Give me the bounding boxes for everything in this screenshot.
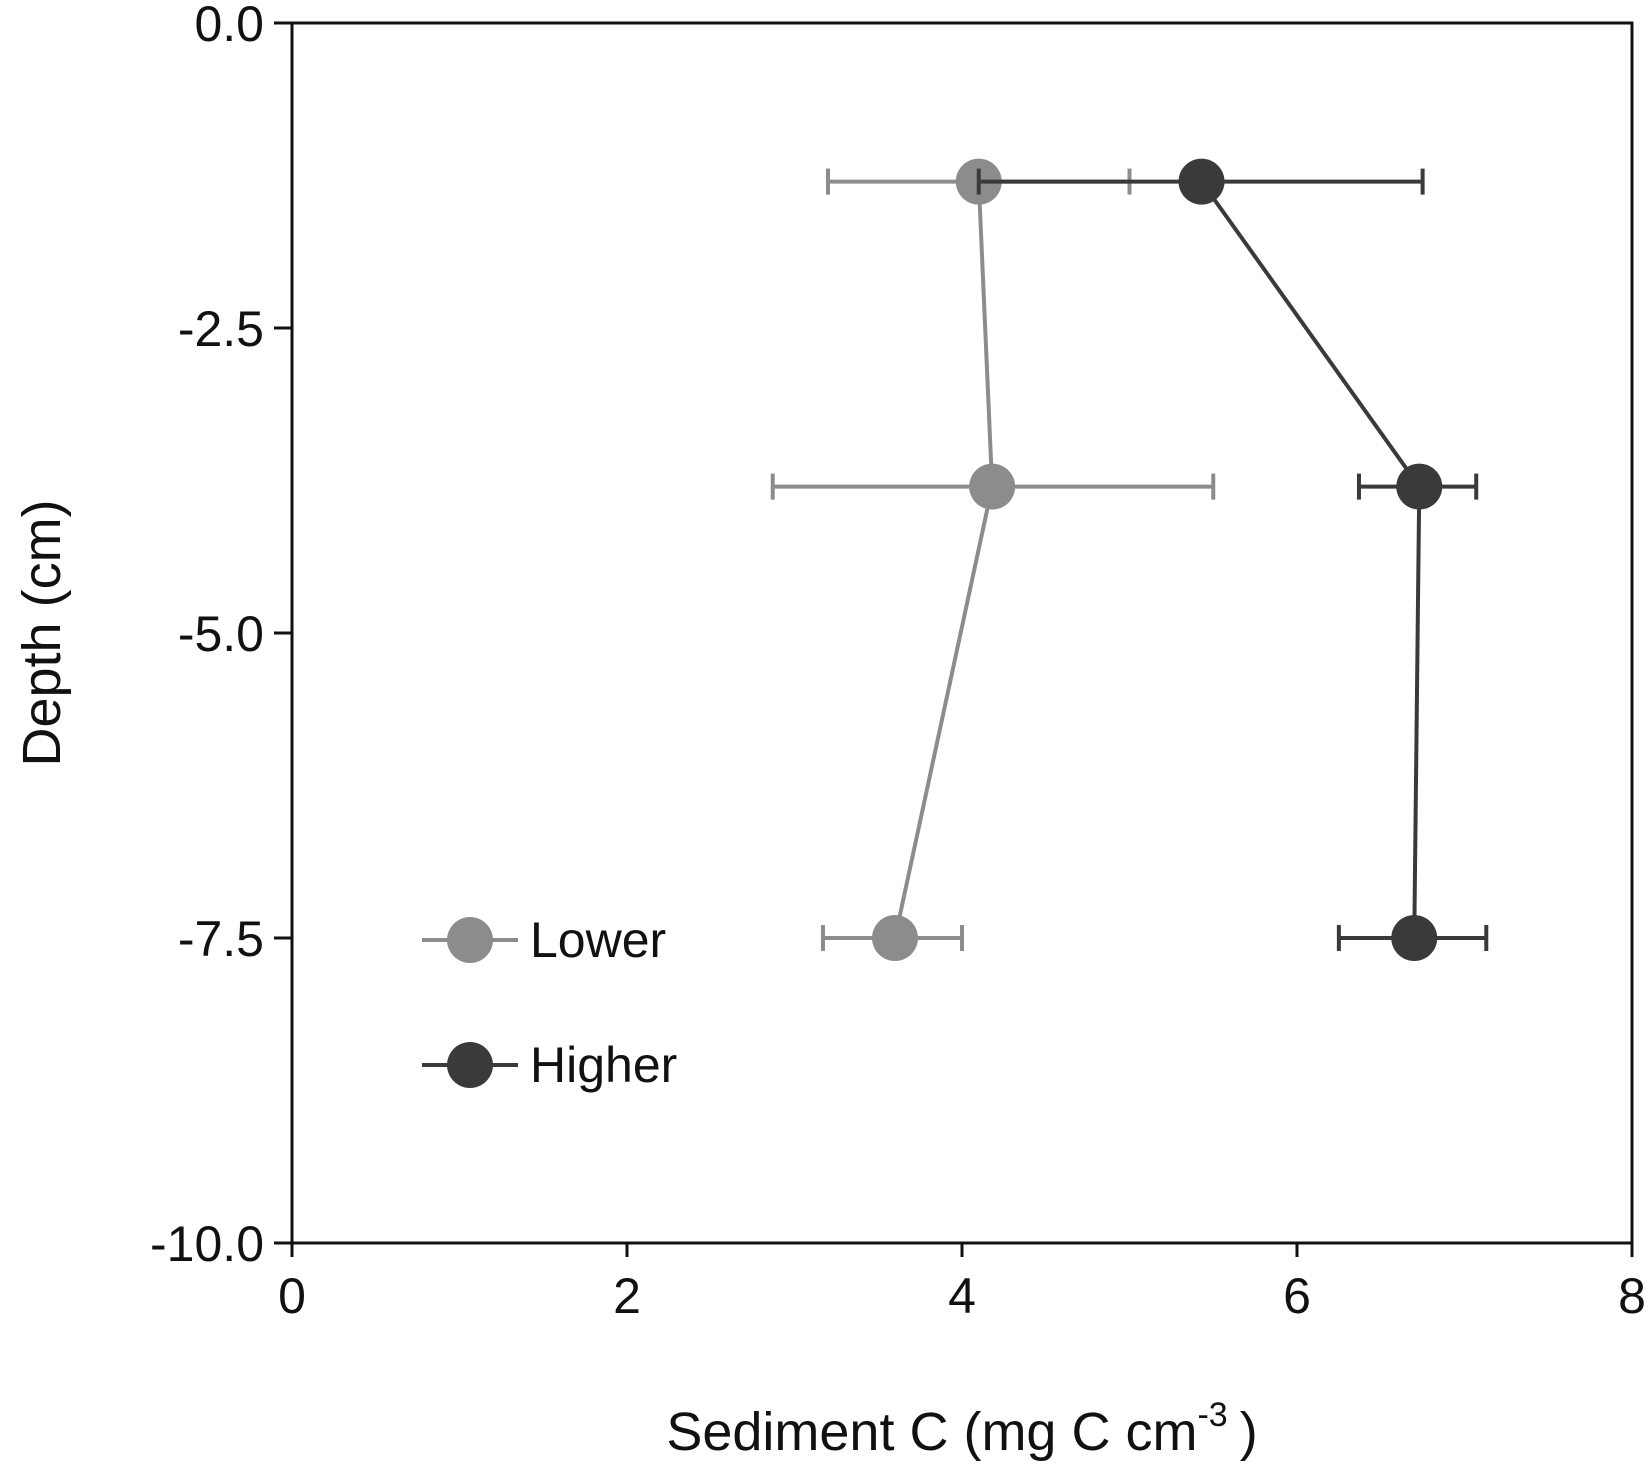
series-layer bbox=[770, 158, 1489, 961]
x-tick-label: 8 bbox=[1618, 1268, 1646, 1324]
y-tick-label: 0.0 bbox=[194, 0, 264, 52]
y-tick-label: -10.0 bbox=[150, 1216, 264, 1272]
y-axis-title: Depth (cm) bbox=[12, 499, 72, 766]
data-point bbox=[872, 915, 918, 961]
x-axis-title: Sediment C (mg C cm-3) bbox=[666, 1396, 1257, 1462]
series-line bbox=[893, 181, 995, 939]
x-tick-label: 4 bbox=[948, 1268, 976, 1324]
data-point bbox=[1396, 463, 1443, 510]
data-point bbox=[1391, 915, 1438, 961]
data-point bbox=[969, 463, 1016, 510]
legend: Lower Higher bbox=[422, 912, 677, 1093]
series-lower bbox=[770, 158, 1216, 961]
x-axis-title-main: Sediment C (mg C cm bbox=[666, 1402, 1197, 1462]
x-tick-label: 6 bbox=[1283, 1268, 1311, 1324]
series-higher bbox=[976, 158, 1489, 961]
x-axis-title-close: ) bbox=[1240, 1402, 1258, 1462]
legend-marker bbox=[447, 1042, 493, 1088]
x-tick-label: 0 bbox=[278, 1268, 306, 1324]
legend-item-lower: Lower bbox=[422, 912, 666, 968]
data-point bbox=[1178, 158, 1225, 205]
legend-item-higher: Higher bbox=[422, 1037, 677, 1093]
x-axis-title-superscript: -3 bbox=[1197, 1396, 1227, 1434]
axes: 0 2 4 6 8 0.0 -2.5 -5.0 -7.5 -10.0 bbox=[150, 0, 1646, 1324]
y-tick-label: -2.5 bbox=[178, 301, 264, 357]
y-tick-label: -5.0 bbox=[178, 606, 264, 662]
series-line bbox=[1199, 180, 1422, 939]
legend-label: Lower bbox=[530, 912, 666, 968]
x-tick-label: 2 bbox=[613, 1268, 641, 1324]
legend-label: Higher bbox=[530, 1037, 677, 1093]
y-tick-label: -7.5 bbox=[178, 911, 264, 967]
legend-marker bbox=[447, 917, 493, 963]
